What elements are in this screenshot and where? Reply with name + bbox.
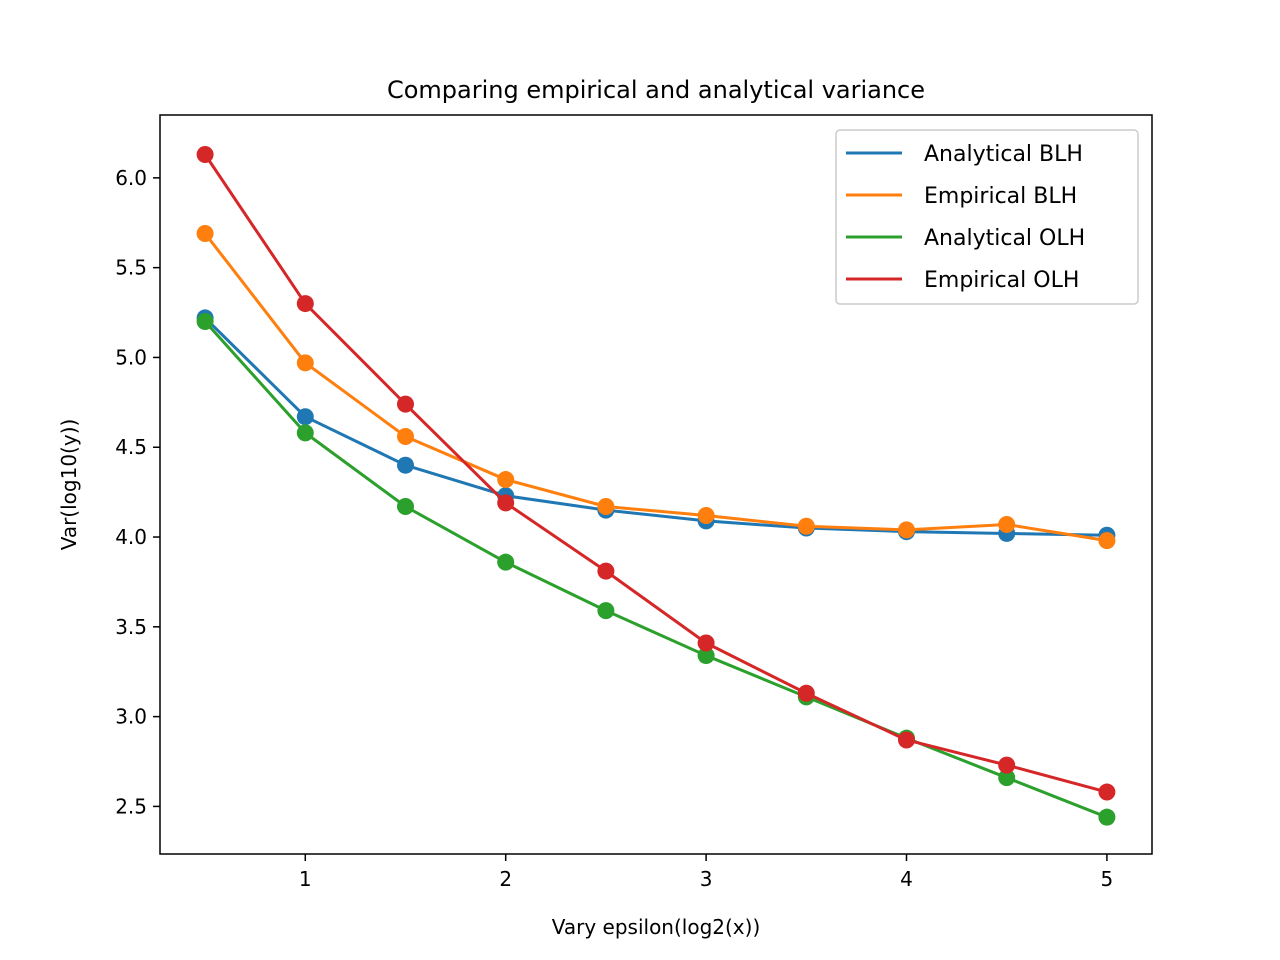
data-point [296, 354, 314, 372]
y-tick-label: 5.0 [115, 345, 147, 369]
y-tick-label: 3.0 [115, 705, 147, 729]
series-line [203, 320, 1109, 819]
plot-frame [159, 114, 1153, 855]
data-point [497, 494, 515, 512]
x-tick-label: 3 [700, 867, 713, 891]
series-layer [196, 146, 1116, 826]
data-point [597, 602, 615, 620]
y-tick-label: 4.0 [115, 525, 147, 549]
x-tick-label: 2 [499, 867, 512, 891]
x-tick-label: 1 [299, 867, 312, 891]
legend-frame [835, 129, 1139, 305]
data-point [797, 517, 815, 535]
data-point [296, 295, 314, 313]
data-point [1098, 532, 1116, 550]
data-point [998, 756, 1016, 774]
data-point [597, 562, 615, 580]
legend-label: Empirical OLH [924, 268, 1079, 293]
data-point [497, 553, 515, 571]
data-point [196, 313, 214, 331]
y-axis-label: Var(log10(y)) [57, 419, 81, 551]
x-axis-label: Vary epsilon(log2(x)) [552, 915, 761, 939]
y-tick-label: 6.0 [115, 166, 147, 190]
x-tick-label: 5 [1101, 867, 1114, 891]
data-point [898, 731, 916, 749]
legend: Analytical BLH Empirical BLH Analytical OL… [835, 129, 1139, 305]
series-1 [196, 225, 1116, 550]
data-point [697, 647, 715, 665]
x-axis-ticks: 1 2 3 4 5 [299, 854, 1113, 891]
y-tick-label: 2.5 [115, 794, 147, 818]
data-point [396, 497, 414, 515]
x-tick-label: 4 [900, 867, 913, 891]
y-tick-label: 3.5 [115, 615, 147, 639]
legend-label: Analytical OLH [924, 226, 1085, 251]
data-point [196, 225, 214, 243]
data-point [898, 521, 916, 539]
data-point [296, 408, 314, 426]
series-line [203, 316, 1109, 537]
data-point [597, 497, 615, 515]
y-axis-ticks: 2.5 3.0 3.5 4.0 4.5 5.0 5.5 6.0 [115, 166, 160, 818]
series-line [203, 232, 1109, 543]
data-point [296, 424, 314, 442]
series-3 [196, 146, 1116, 801]
y-tick-label: 4.5 [115, 435, 147, 459]
data-point [697, 634, 715, 652]
legend-label: Empirical BLH [924, 184, 1077, 209]
y-tick-label: 5.5 [115, 256, 147, 280]
data-point [998, 769, 1016, 787]
data-point [697, 506, 715, 524]
legend-label: Analytical BLH [924, 142, 1083, 167]
data-point [797, 684, 815, 702]
chart-title: Comparing empirical and analytical varia… [387, 76, 925, 104]
data-point [1098, 808, 1116, 826]
data-point [497, 471, 515, 489]
data-point [1098, 783, 1116, 801]
series-line [203, 153, 1109, 794]
data-point [196, 146, 214, 164]
data-point [396, 456, 414, 474]
data-point [998, 515, 1016, 533]
data-point [396, 427, 414, 445]
data-point [396, 395, 414, 413]
